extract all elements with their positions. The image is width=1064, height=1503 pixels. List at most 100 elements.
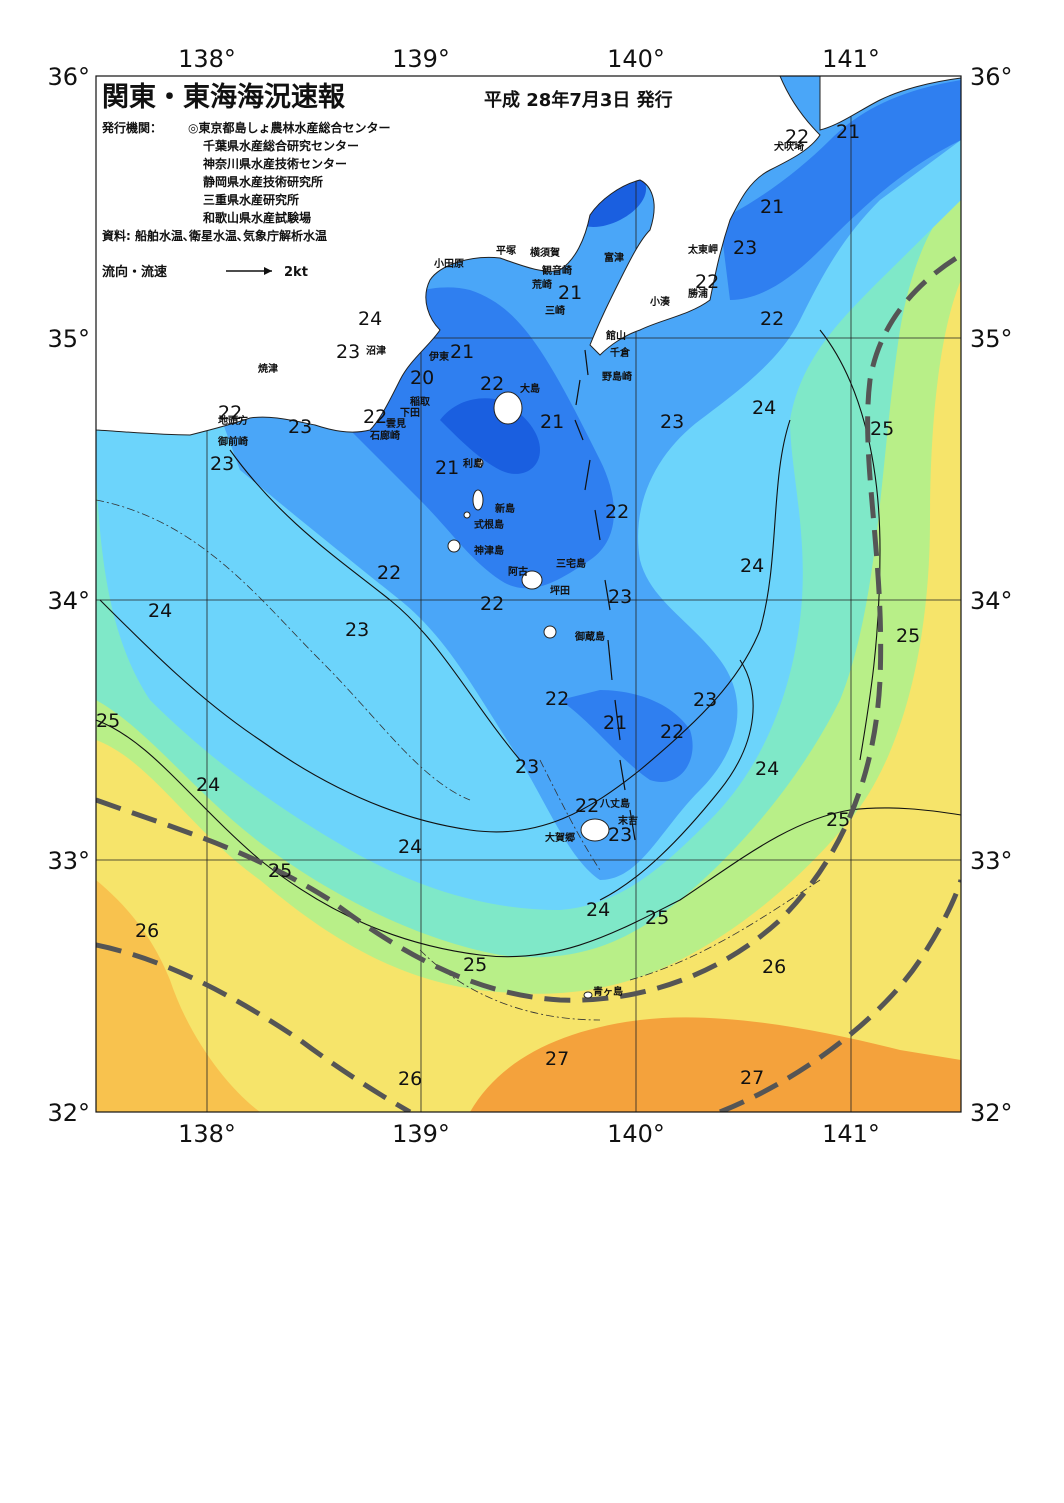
zone-26-west bbox=[96, 880, 260, 1112]
temp-label: 22 bbox=[785, 126, 809, 148]
lon-141-bottom: 141° bbox=[822, 1120, 880, 1148]
isotherms bbox=[96, 329, 961, 958]
issue-date: 平成 28年7月3日 発行 bbox=[484, 89, 673, 111]
place-label: 八丈島 bbox=[599, 797, 630, 810]
place-label: 富津 bbox=[604, 251, 624, 264]
place-label: 館山 bbox=[605, 329, 626, 342]
temp-label: 22 bbox=[377, 562, 401, 584]
place-label: 阿古 bbox=[508, 565, 528, 578]
temp-label: 23 bbox=[693, 689, 717, 711]
place-label: 雲見 bbox=[386, 418, 406, 430]
place-label: 大島 bbox=[520, 382, 540, 395]
place-label: 新島 bbox=[495, 502, 515, 515]
place-label: 稲取 bbox=[410, 395, 431, 408]
place-label: 平塚 bbox=[496, 244, 516, 257]
temp-label: 20 bbox=[410, 367, 434, 389]
temp-label: 24 bbox=[755, 758, 779, 780]
latitude-labels-left: 36° 35° 34° 33° 32° bbox=[47, 63, 90, 1127]
place-label: 地頭方 bbox=[218, 414, 248, 427]
place-label: 沼津 bbox=[366, 344, 386, 357]
lat-32-right: 32° bbox=[970, 1099, 1013, 1127]
place-label: 荒崎 bbox=[531, 278, 552, 291]
temp-label: 26 bbox=[762, 956, 786, 978]
temp-label: 26 bbox=[398, 1068, 422, 1090]
temp-label: 21 bbox=[450, 341, 474, 363]
temp-label: 25 bbox=[96, 710, 120, 732]
depth-contours bbox=[96, 499, 821, 1021]
issuers-label: 発行機関： bbox=[101, 120, 162, 135]
place-label: 焼津 bbox=[258, 362, 278, 375]
lon-140-top: 140° bbox=[607, 45, 665, 73]
issuer-3: 静岡県水産技術研究所 bbox=[203, 174, 323, 189]
temp-label: 22 bbox=[695, 271, 719, 293]
temp-label: 22 bbox=[480, 593, 504, 615]
temp-label: 23 bbox=[288, 416, 312, 438]
temp-label: 23 bbox=[733, 237, 757, 259]
place-label: 横須賀 bbox=[530, 246, 560, 259]
temp-label: 23 bbox=[210, 453, 234, 475]
temp-label: 24 bbox=[752, 397, 776, 419]
place-label: 御蔵島 bbox=[574, 630, 605, 643]
place-label: 三崎 bbox=[545, 304, 565, 317]
temp-label: 25 bbox=[645, 907, 669, 929]
place-label: 伊東 bbox=[428, 350, 449, 363]
temp-label: 22 bbox=[575, 795, 599, 817]
lon-138-top: 138° bbox=[178, 45, 236, 73]
temp-label: 25 bbox=[463, 954, 487, 976]
lat-34-right: 34° bbox=[970, 587, 1013, 615]
place-label: 千倉 bbox=[610, 346, 631, 359]
data-sources: 資料: 船舶水温､衛星水温､気象庁解析水温 bbox=[102, 228, 327, 243]
lon-140-bottom: 140° bbox=[607, 1120, 665, 1148]
temp-label: 22 bbox=[480, 373, 504, 395]
lat-36-left: 36° bbox=[47, 63, 90, 91]
temp-label: 26 bbox=[135, 920, 159, 942]
place-label: 下田 bbox=[400, 407, 420, 419]
lon-141-top: 141° bbox=[822, 45, 880, 73]
place-label: 石廊崎 bbox=[369, 429, 400, 442]
issuer-block: 発行機関： ◎東京都島しょ農林水産総合センター 千葉県水産総合研究センター 神奈… bbox=[101, 120, 390, 243]
lat-33-right: 33° bbox=[970, 847, 1013, 875]
longitude-labels-top: 138° 139° 140° 141° bbox=[178, 45, 880, 73]
temp-label: 25 bbox=[268, 860, 292, 882]
place-label: 勝浦 bbox=[688, 287, 708, 300]
land bbox=[96, 76, 961, 999]
temp-label: 24 bbox=[196, 774, 220, 796]
temp-label: 21 bbox=[603, 712, 627, 734]
place-label: 三宅島 bbox=[556, 557, 586, 570]
temp-label: 24 bbox=[398, 836, 422, 858]
lat-33-left: 33° bbox=[47, 847, 90, 875]
legend-scale: 2kt bbox=[284, 265, 308, 280]
lon-139-top: 139° bbox=[392, 45, 450, 73]
map-frame bbox=[95, 75, 962, 1113]
place-names: 犬吠埼 太東岬 勝浦 小湊 富津 観音崎 横須賀 平塚 小田原 荒崎 三崎 館山… bbox=[217, 140, 804, 998]
legend-label: 流向・流速 bbox=[102, 264, 167, 280]
legend-arrowhead bbox=[264, 267, 272, 275]
temp-label: 27 bbox=[740, 1067, 764, 1089]
lon-139-bottom: 139° bbox=[392, 1120, 450, 1148]
legend: 流向・流速 2kt bbox=[102, 264, 308, 280]
place-label: 青ヶ島 bbox=[593, 985, 623, 998]
place-label: 式根島 bbox=[474, 518, 504, 531]
temp-label: 23 bbox=[336, 341, 360, 363]
issuer-5: 和歌山県水産試験場 bbox=[202, 210, 311, 225]
temp-label: 24 bbox=[586, 899, 610, 921]
temp-label: 23 bbox=[660, 411, 684, 433]
temp-label: 23 bbox=[608, 586, 632, 608]
temp-label: 22 bbox=[363, 406, 387, 428]
zone-21-c bbox=[720, 80, 961, 300]
warm-fronts bbox=[96, 252, 961, 1112]
temp-label: 22 bbox=[605, 501, 629, 523]
temp-label: 21 bbox=[540, 411, 564, 433]
place-label: 太東岬 bbox=[687, 243, 718, 256]
temp-label: 22 bbox=[760, 308, 784, 330]
temp-label: 23 bbox=[515, 756, 539, 778]
temp-label: 24 bbox=[358, 308, 382, 330]
issuer-0: ◎東京都島しょ農林水産総合センター bbox=[188, 120, 390, 135]
temperature-field bbox=[96, 76, 961, 1112]
issuer-2: 神奈川県水産技術センター bbox=[203, 156, 347, 171]
zone-21-b bbox=[560, 690, 693, 782]
longitude-labels-bottom: 138° 139° 140° 141° bbox=[178, 1120, 880, 1148]
temperature-labels: 21 22 21 23 22 22 21 24 23 21 20 22 22 2… bbox=[96, 121, 920, 1090]
place-label: 神津島 bbox=[474, 544, 504, 557]
temp-label: 21 bbox=[760, 196, 784, 218]
